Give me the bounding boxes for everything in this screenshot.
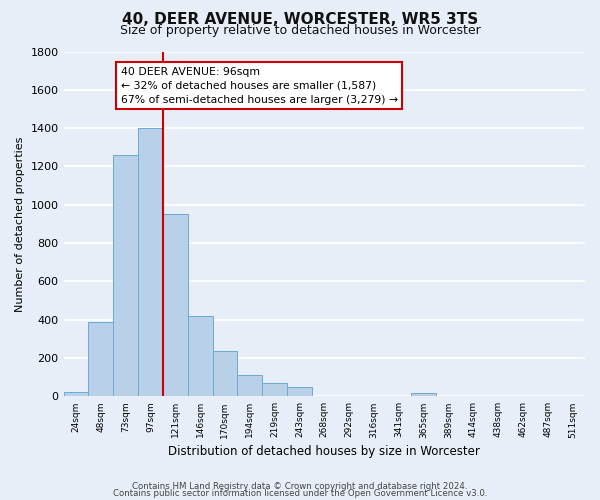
Text: Size of property relative to detached houses in Worcester: Size of property relative to detached ho…: [119, 24, 481, 37]
Bar: [113, 155, 138, 396]
Text: Contains HM Land Registry data © Crown copyright and database right 2024.: Contains HM Land Registry data © Crown c…: [132, 482, 468, 491]
Bar: [138, 128, 163, 396]
Bar: [163, 214, 188, 396]
Bar: [64, 392, 88, 396]
Text: 40, DEER AVENUE, WORCESTER, WR5 3TS: 40, DEER AVENUE, WORCESTER, WR5 3TS: [122, 12, 478, 28]
Bar: [212, 352, 238, 397]
Text: Contains public sector information licensed under the Open Government Licence v3: Contains public sector information licen…: [113, 489, 487, 498]
Bar: [411, 394, 436, 396]
Bar: [238, 375, 262, 396]
Y-axis label: Number of detached properties: Number of detached properties: [15, 136, 25, 312]
Bar: [287, 386, 312, 396]
Text: 40 DEER AVENUE: 96sqm
← 32% of detached houses are smaller (1,587)
67% of semi-d: 40 DEER AVENUE: 96sqm ← 32% of detached …: [121, 67, 398, 105]
Bar: [188, 316, 212, 396]
Bar: [88, 322, 113, 396]
Bar: [262, 384, 287, 396]
X-axis label: Distribution of detached houses by size in Worcester: Distribution of detached houses by size …: [169, 444, 480, 458]
